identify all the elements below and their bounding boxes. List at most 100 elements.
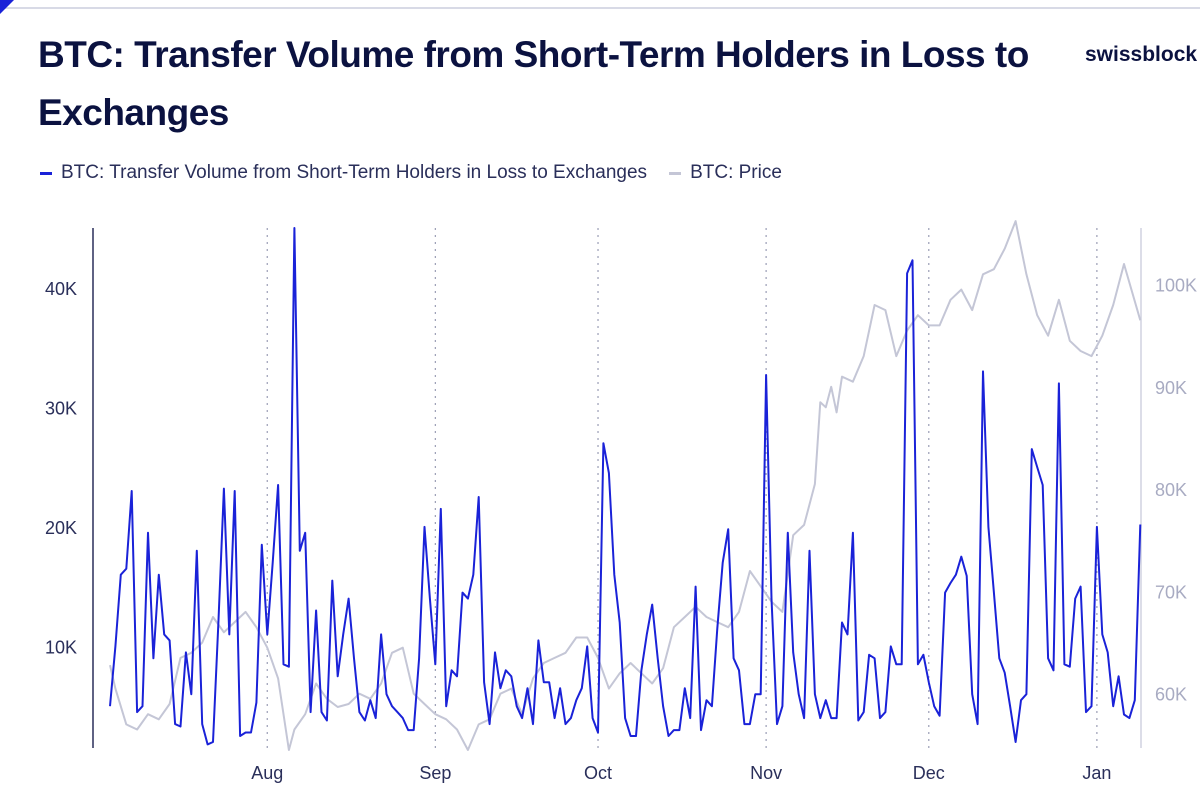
volume-point-24 — [238, 734, 242, 738]
y-right-tick-label-2: 80K — [1155, 480, 1187, 500]
brand-logo: swissblock — [1085, 43, 1198, 66]
x-tick-label-nov: Nov — [750, 763, 782, 783]
volume-point-59 — [428, 597, 432, 601]
price-point-7 — [179, 656, 183, 660]
y-right-tick-label-3: 90K — [1155, 378, 1187, 398]
price-point-63 — [780, 610, 784, 614]
volume-point-119 — [753, 692, 757, 696]
volume-point-54 — [401, 716, 405, 720]
volume-point-74 — [509, 674, 513, 678]
volume-point-136 — [846, 632, 850, 636]
price-point-57 — [715, 620, 719, 624]
price-point-36 — [488, 717, 492, 721]
volume-point-153 — [938, 714, 942, 718]
volume-point-44 — [347, 597, 351, 601]
price-point-24 — [357, 692, 361, 696]
volume-point-189 — [1133, 698, 1137, 702]
volume-point-60 — [433, 662, 437, 666]
volume-point-63 — [450, 668, 454, 672]
volume-point-163 — [992, 591, 996, 595]
volume-point-177 — [1068, 665, 1072, 669]
volume-point-55 — [406, 728, 410, 732]
volume-point-116 — [737, 668, 741, 672]
x-tick-label-jan: Jan — [1082, 763, 1111, 783]
volume-point-22 — [227, 632, 231, 636]
volume-point-88 — [585, 644, 589, 648]
volume-point-152 — [932, 704, 936, 708]
x-tick-label-sep: Sep — [419, 763, 451, 783]
volume-point-95 — [623, 716, 627, 720]
price-point-31 — [433, 712, 437, 716]
volume-point-7 — [146, 531, 150, 535]
volume-point-32 — [282, 662, 286, 666]
volume-point-131 — [818, 716, 822, 720]
volume-point-113 — [721, 561, 725, 565]
series-line-btc-price — [109, 220, 1142, 751]
volume-point-134 — [835, 716, 839, 720]
volume-point-103 — [667, 734, 671, 738]
volume-point-141 — [873, 656, 877, 660]
price-point-59 — [737, 610, 741, 614]
price-point-41 — [542, 661, 546, 665]
volume-point-36 — [303, 531, 307, 535]
volume-point-128 — [802, 716, 806, 720]
volume-point-179 — [1079, 585, 1083, 589]
price-point-28 — [401, 646, 405, 650]
volume-point-127 — [797, 692, 801, 696]
volume-point-84 — [564, 722, 568, 726]
price-point-54 — [683, 615, 687, 619]
volume-point-187 — [1122, 713, 1126, 717]
volume-point-14 — [184, 650, 188, 654]
price-point-40 — [531, 676, 535, 680]
volume-point-97 — [634, 734, 638, 738]
price-point-22 — [336, 705, 340, 709]
volume-point-120 — [759, 692, 763, 696]
price-point-35 — [477, 722, 481, 726]
legend-item-volume[interactable]: BTC: Transfer Volume from Short-Term Hol… — [40, 162, 647, 184]
volume-point-161 — [981, 369, 985, 373]
volume-point-90 — [596, 731, 600, 735]
legend-item-price[interactable]: BTC: Price — [669, 162, 782, 184]
price-point-26 — [379, 682, 383, 686]
price-point-67 — [818, 400, 822, 404]
volume-point-47 — [363, 719, 367, 723]
price-point-81 — [949, 298, 953, 302]
price-point-49 — [629, 661, 633, 665]
volume-point-176 — [1062, 662, 1066, 666]
volume-point-181 — [1090, 704, 1094, 708]
volume-point-66 — [466, 597, 470, 601]
y-right-tick-label-1: 70K — [1155, 582, 1187, 602]
volume-point-138 — [856, 719, 860, 723]
volume-point-168 — [1019, 698, 1023, 702]
volume-point-34 — [292, 226, 296, 230]
price-point-1 — [113, 687, 117, 691]
x-tick-label-dec: Dec — [913, 763, 945, 783]
volume-point-154 — [943, 591, 947, 595]
volume-point-40 — [325, 719, 329, 723]
volume-point-146 — [900, 662, 904, 666]
price-point-77 — [905, 329, 909, 333]
volume-point-43 — [341, 632, 345, 636]
volume-point-1 — [113, 644, 117, 648]
volume-point-186 — [1117, 674, 1121, 678]
chart-title: BTC: Transfer Volume from Short-Term Hol… — [38, 34, 1029, 133]
price-point-61 — [759, 584, 763, 588]
volume-point-73 — [504, 668, 508, 672]
price-point-3 — [135, 728, 139, 732]
price-point-2 — [124, 722, 128, 726]
price-point-23 — [347, 702, 351, 706]
price-point-80 — [938, 323, 942, 327]
volume-point-68 — [477, 495, 481, 499]
volume-point-148 — [911, 258, 915, 262]
volume-point-111 — [710, 704, 714, 708]
series-line-transfer-volume — [109, 227, 1142, 746]
volume-point-72 — [498, 686, 502, 690]
volume-point-170 — [1030, 447, 1034, 451]
volume-point-13 — [179, 725, 183, 729]
volume-point-124 — [780, 704, 784, 708]
volume-point-174 — [1052, 668, 1056, 672]
volume-point-29 — [265, 632, 269, 636]
price-point-53 — [672, 625, 676, 629]
volume-point-167 — [1014, 740, 1018, 744]
